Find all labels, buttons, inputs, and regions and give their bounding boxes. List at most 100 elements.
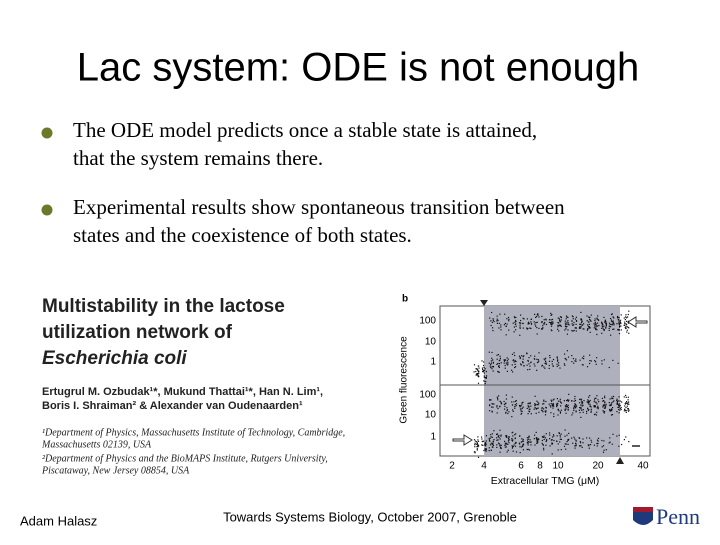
cell-dot <box>537 407 539 409</box>
cell-dot <box>626 409 628 412</box>
cell-dot <box>560 401 562 403</box>
cell-dot <box>503 403 505 405</box>
cell-dot <box>579 437 581 439</box>
cell-dot <box>589 399 591 402</box>
cell-dot <box>500 403 503 405</box>
cell-dot <box>513 326 515 328</box>
cell-dot <box>505 334 507 336</box>
cell-dot <box>628 332 630 334</box>
cell-dot <box>497 397 499 399</box>
cell-dot <box>530 444 532 446</box>
cell-dot <box>482 368 484 370</box>
cell-dot <box>519 322 521 324</box>
cell-dot <box>593 399 596 401</box>
cell-dot <box>566 316 568 318</box>
cell-dot <box>551 443 553 445</box>
cell-dot <box>474 452 476 454</box>
cell-dot <box>602 400 604 402</box>
cell-dot <box>549 355 551 357</box>
cell-dot <box>616 411 618 413</box>
cell-dot <box>490 436 492 438</box>
cell-dot <box>571 323 573 325</box>
cell-dot <box>596 442 598 444</box>
cell-dot <box>590 408 592 410</box>
cell-dot <box>527 322 529 324</box>
cell-dot <box>490 442 492 444</box>
cell-dot <box>604 319 606 321</box>
cell-dot <box>496 396 498 398</box>
cell-dot <box>534 405 536 407</box>
cell-dot <box>564 322 566 324</box>
cell-dot <box>551 405 553 407</box>
cell-dot <box>498 371 500 373</box>
cell-dot <box>549 432 551 434</box>
cell-dot <box>505 436 507 438</box>
cell-dot <box>557 449 559 451</box>
cell-dot <box>537 313 539 315</box>
cell-dot <box>595 328 597 330</box>
cell-dot <box>582 404 584 406</box>
cell-dot <box>545 406 547 408</box>
cell-dot <box>596 325 599 327</box>
cell-dot <box>596 329 598 331</box>
cell-dot <box>618 319 620 321</box>
cell-dot <box>573 408 575 410</box>
cell-dot <box>496 405 498 407</box>
cell-dot <box>566 405 568 407</box>
cell-dot <box>512 450 514 452</box>
cell-dot <box>529 441 531 443</box>
cell-dot <box>535 412 537 414</box>
cell-dot <box>583 328 585 330</box>
cell-dot <box>504 322 506 324</box>
cell-dot <box>586 437 588 439</box>
cell-dot <box>497 407 499 410</box>
cell-dot <box>618 404 620 406</box>
cell-dot <box>503 359 505 361</box>
cell-dot <box>535 316 537 318</box>
cell-dot <box>590 406 592 408</box>
cell-dot <box>550 403 552 405</box>
cell-dot <box>563 400 565 402</box>
cell-dot <box>625 402 627 404</box>
cell-dot <box>481 438 483 440</box>
cell-dot <box>556 356 558 358</box>
cell-dot <box>587 328 589 330</box>
cell-dot <box>512 322 514 324</box>
cell-dot <box>475 370 477 373</box>
cell-dot <box>612 316 614 318</box>
cell-dot <box>552 405 554 407</box>
cell-dot <box>574 403 576 405</box>
cell-dot <box>579 445 581 447</box>
cell-dot <box>574 447 576 449</box>
cell-dot <box>626 401 628 403</box>
cell-dot <box>520 319 522 322</box>
x-tick-label: 40 <box>637 461 649 472</box>
arrow-marker <box>627 316 648 328</box>
cell-dot <box>610 414 613 416</box>
cell-dot <box>519 452 521 454</box>
cell-dot <box>477 445 480 447</box>
cell-dot <box>496 354 498 356</box>
cell-dot <box>589 354 591 356</box>
cell-dot <box>611 398 613 400</box>
cell-dot <box>559 438 561 440</box>
cell-dot <box>556 405 558 407</box>
cell-dot <box>551 453 553 455</box>
cell-dot <box>500 435 502 437</box>
cell-dot <box>603 411 605 413</box>
cell-dot <box>505 435 507 437</box>
cell-dot <box>605 449 607 451</box>
cell-dot <box>596 395 598 397</box>
cell-dot <box>604 321 606 323</box>
cell-dot <box>508 320 510 322</box>
cell-dot <box>573 322 575 324</box>
cell-dot <box>499 445 501 447</box>
cell-dot <box>512 359 514 362</box>
cell-dot <box>611 324 613 326</box>
cell-dot <box>543 323 545 325</box>
cell-dot <box>612 433 614 435</box>
y-axis-label: Green fluorescence <box>399 336 410 424</box>
cell-dot <box>579 398 581 401</box>
cell-dot <box>558 318 560 320</box>
cell-dot <box>527 359 529 362</box>
